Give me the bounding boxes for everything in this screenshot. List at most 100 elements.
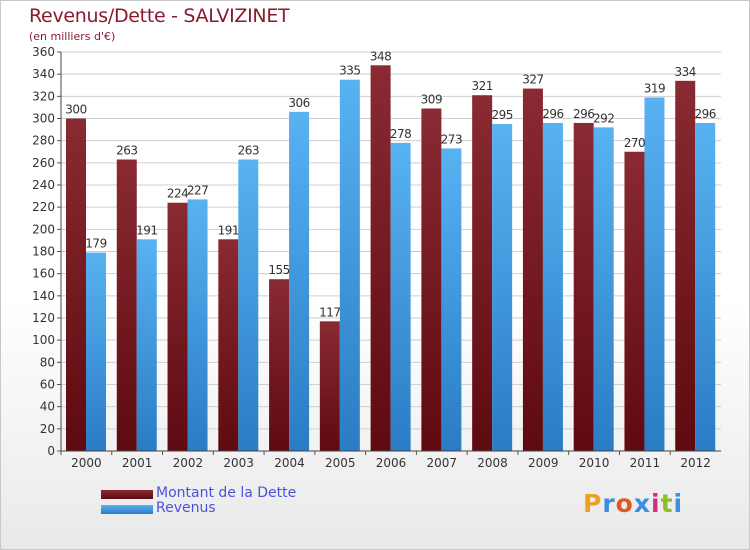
y-tick-label: 60 bbox=[40, 378, 55, 392]
y-tick-label: 360 bbox=[32, 45, 55, 59]
bar-dette-2009 bbox=[522, 88, 543, 451]
data-label-dette-2007: 309 bbox=[421, 93, 442, 107]
logo-letter: o bbox=[615, 489, 634, 518]
y-tick-label: 120 bbox=[32, 311, 55, 325]
data-label-dette-2005: 117 bbox=[319, 305, 340, 319]
y-tick-label: 140 bbox=[32, 289, 55, 303]
data-label-revenus-2009: 296 bbox=[542, 107, 563, 121]
bar-series bbox=[66, 65, 716, 452]
data-label-dette-2012: 334 bbox=[675, 65, 696, 79]
data-label-dette-2002: 224 bbox=[167, 187, 188, 201]
y-tick-label: 40 bbox=[40, 400, 55, 414]
data-label-revenus-2012: 296 bbox=[695, 107, 716, 121]
bar-revenus-2003 bbox=[238, 159, 259, 451]
data-label-revenus-2010: 292 bbox=[593, 111, 614, 125]
y-tick-label: 340 bbox=[32, 67, 55, 81]
data-label-dette-2001: 263 bbox=[116, 144, 137, 158]
y-tick-label: 20 bbox=[40, 422, 55, 436]
data-label-dette-2011: 270 bbox=[624, 136, 645, 150]
x-tick-label-2001: 2001 bbox=[122, 456, 153, 470]
y-tick-label: 300 bbox=[32, 112, 55, 126]
data-label-dette-2000: 300 bbox=[65, 103, 86, 117]
data-label-revenus-2008: 295 bbox=[491, 108, 512, 122]
logo-letter: P bbox=[583, 489, 603, 518]
data-label-revenus-2002: 227 bbox=[187, 183, 208, 197]
data-label-revenus-2000: 179 bbox=[85, 237, 106, 251]
bar-revenus-2001 bbox=[136, 239, 157, 451]
logo-letter: t bbox=[660, 489, 674, 518]
logo-letter: i bbox=[651, 489, 661, 518]
y-tick-label: 180 bbox=[32, 245, 55, 259]
chart-subtitle: (en milliers d'€) bbox=[29, 30, 116, 43]
y-tick-label: 220 bbox=[32, 200, 55, 214]
y-tick-label: 0 bbox=[47, 444, 55, 458]
y-tick-label: 240 bbox=[32, 178, 55, 192]
data-label-revenus-2003: 263 bbox=[238, 144, 259, 158]
bar-revenus-2006 bbox=[390, 142, 411, 451]
bar-revenus-2004 bbox=[289, 111, 310, 451]
x-tick-label-2000: 2000 bbox=[71, 456, 102, 470]
bar-dette-2004 bbox=[269, 279, 290, 451]
legend-swatch-dette bbox=[101, 490, 153, 499]
bar-revenus-2010 bbox=[593, 127, 614, 451]
logo-letter: i bbox=[673, 489, 684, 518]
data-label-revenus-2004: 306 bbox=[288, 96, 309, 110]
y-tick-label: 200 bbox=[32, 222, 55, 236]
x-tick-label-2008: 2008 bbox=[477, 456, 508, 470]
y-tick-label: 260 bbox=[32, 156, 55, 170]
y-tick-label: 100 bbox=[32, 333, 55, 347]
data-label-dette-2003: 191 bbox=[218, 223, 239, 237]
y-tick-label: 160 bbox=[32, 267, 55, 281]
data-label-dette-2004: 155 bbox=[268, 263, 289, 277]
bar-dette-2000 bbox=[66, 118, 86, 451]
data-label-revenus-2001: 191 bbox=[136, 223, 157, 237]
x-tick-label-2005: 2005 bbox=[325, 456, 356, 470]
data-label-revenus-2005: 335 bbox=[339, 64, 360, 78]
logo-letter: r bbox=[602, 489, 616, 518]
x-tick-label-2011: 2011 bbox=[630, 456, 661, 470]
y-tick-label: 320 bbox=[32, 89, 55, 103]
axes: 0 20 40 60 80 100 120 140 160 180 200 220 240 260 280 3… bbox=[32, 45, 721, 470]
data-label-revenus-2011: 319 bbox=[644, 81, 665, 95]
data-label-dette-2006: 348 bbox=[370, 49, 391, 63]
bar-revenus-2011 bbox=[644, 97, 665, 452]
y-tick-label: 280 bbox=[32, 134, 55, 148]
bar-dette-2007 bbox=[421, 108, 442, 452]
data-label-revenus-2006: 278 bbox=[390, 127, 411, 141]
bar-dette-2002 bbox=[167, 202, 188, 451]
x-tick-label-2004: 2004 bbox=[274, 456, 305, 470]
bar-dette-2003 bbox=[218, 239, 239, 451]
bar-revenus-2007 bbox=[441, 148, 462, 452]
bar-dette-2008 bbox=[472, 95, 493, 451]
legend-label-dette: Montant de la Dette bbox=[156, 485, 297, 501]
data-label-revenus-2007: 273 bbox=[441, 132, 462, 146]
x-tick-label-2012: 2012 bbox=[680, 456, 711, 470]
bar-dette-2006 bbox=[370, 65, 391, 452]
proxiti-logo: Proxiti bbox=[583, 489, 683, 518]
bar-dette-2005 bbox=[319, 321, 340, 451]
x-tick-label-2009: 2009 bbox=[528, 456, 559, 470]
bar-dette-2010 bbox=[573, 122, 594, 451]
legend-swatch-revenus bbox=[101, 505, 153, 514]
data-label-dette-2008: 321 bbox=[471, 79, 492, 93]
logo-letter: x bbox=[633, 489, 651, 518]
data-label-dette-2009: 327 bbox=[522, 73, 543, 87]
bar-revenus-2008 bbox=[492, 124, 513, 452]
x-tick-label-2003: 2003 bbox=[223, 456, 254, 470]
bar-dette-2011 bbox=[624, 151, 645, 451]
bar-revenus-2009 bbox=[542, 122, 563, 451]
x-tick-label-2007: 2007 bbox=[426, 456, 457, 470]
x-tick-label-2002: 2002 bbox=[173, 456, 204, 470]
bar-revenus-2012 bbox=[695, 122, 716, 451]
x-tick-label-2010: 2010 bbox=[579, 456, 610, 470]
legend-label-revenus: Revenus bbox=[156, 500, 216, 516]
x-tick-label-2006: 2006 bbox=[376, 456, 407, 470]
data-label-dette-2010: 296 bbox=[573, 107, 594, 121]
bar-revenus-2002 bbox=[187, 199, 208, 451]
chart-title: Revenus/Dette - SALVIZINET bbox=[29, 5, 290, 27]
bar-revenus-2000 bbox=[86, 252, 106, 451]
bar-revenus-2005 bbox=[339, 79, 360, 451]
